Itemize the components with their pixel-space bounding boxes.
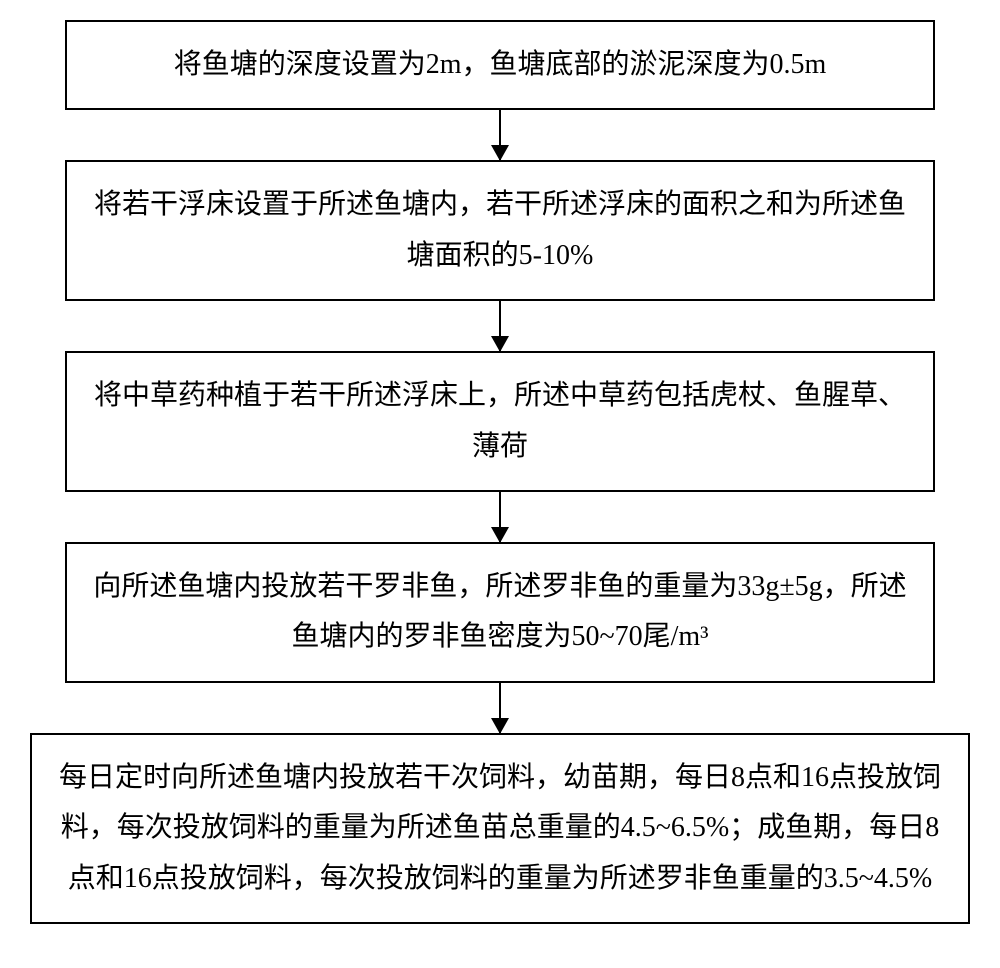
flow-step-5-text: 每日定时向所述鱼塘内投放若干次饲料，幼苗期，每日8点和16点投放饲料，每次投放饲…: [56, 753, 944, 904]
flow-step-2-text: 将若干浮床设置于所述鱼塘内，若干所述浮床的面积之和为所述鱼塘面积的5-10%: [87, 180, 913, 281]
flowchart-container: 将鱼塘的深度设置为2m，鱼塘底部的淤泥深度为0.5m 将若干浮床设置于所述鱼塘内…: [0, 20, 1000, 924]
flow-arrow-4: [499, 683, 501, 733]
flow-arrow-1: [499, 110, 501, 160]
flow-arrow-3: [499, 492, 501, 542]
flow-step-1: 将鱼塘的深度设置为2m，鱼塘底部的淤泥深度为0.5m: [65, 20, 935, 110]
flow-step-3-text: 将中草药种植于若干所述浮床上，所述中草药包括虎杖、鱼腥草、薄荷: [87, 371, 913, 472]
flow-step-1-text: 将鱼塘的深度设置为2m，鱼塘底部的淤泥深度为0.5m: [174, 40, 827, 90]
flow-step-3: 将中草药种植于若干所述浮床上，所述中草药包括虎杖、鱼腥草、薄荷: [65, 351, 935, 492]
flow-step-5: 每日定时向所述鱼塘内投放若干次饲料，幼苗期，每日8点和16点投放饲料，每次投放饲…: [30, 733, 970, 924]
flow-arrow-2: [499, 301, 501, 351]
flow-step-2: 将若干浮床设置于所述鱼塘内，若干所述浮床的面积之和为所述鱼塘面积的5-10%: [65, 160, 935, 301]
flow-step-4-text: 向所述鱼塘内投放若干罗非鱼，所述罗非鱼的重量为33g±5g，所述鱼塘内的罗非鱼密…: [87, 562, 913, 663]
flow-step-4: 向所述鱼塘内投放若干罗非鱼，所述罗非鱼的重量为33g±5g，所述鱼塘内的罗非鱼密…: [65, 542, 935, 683]
